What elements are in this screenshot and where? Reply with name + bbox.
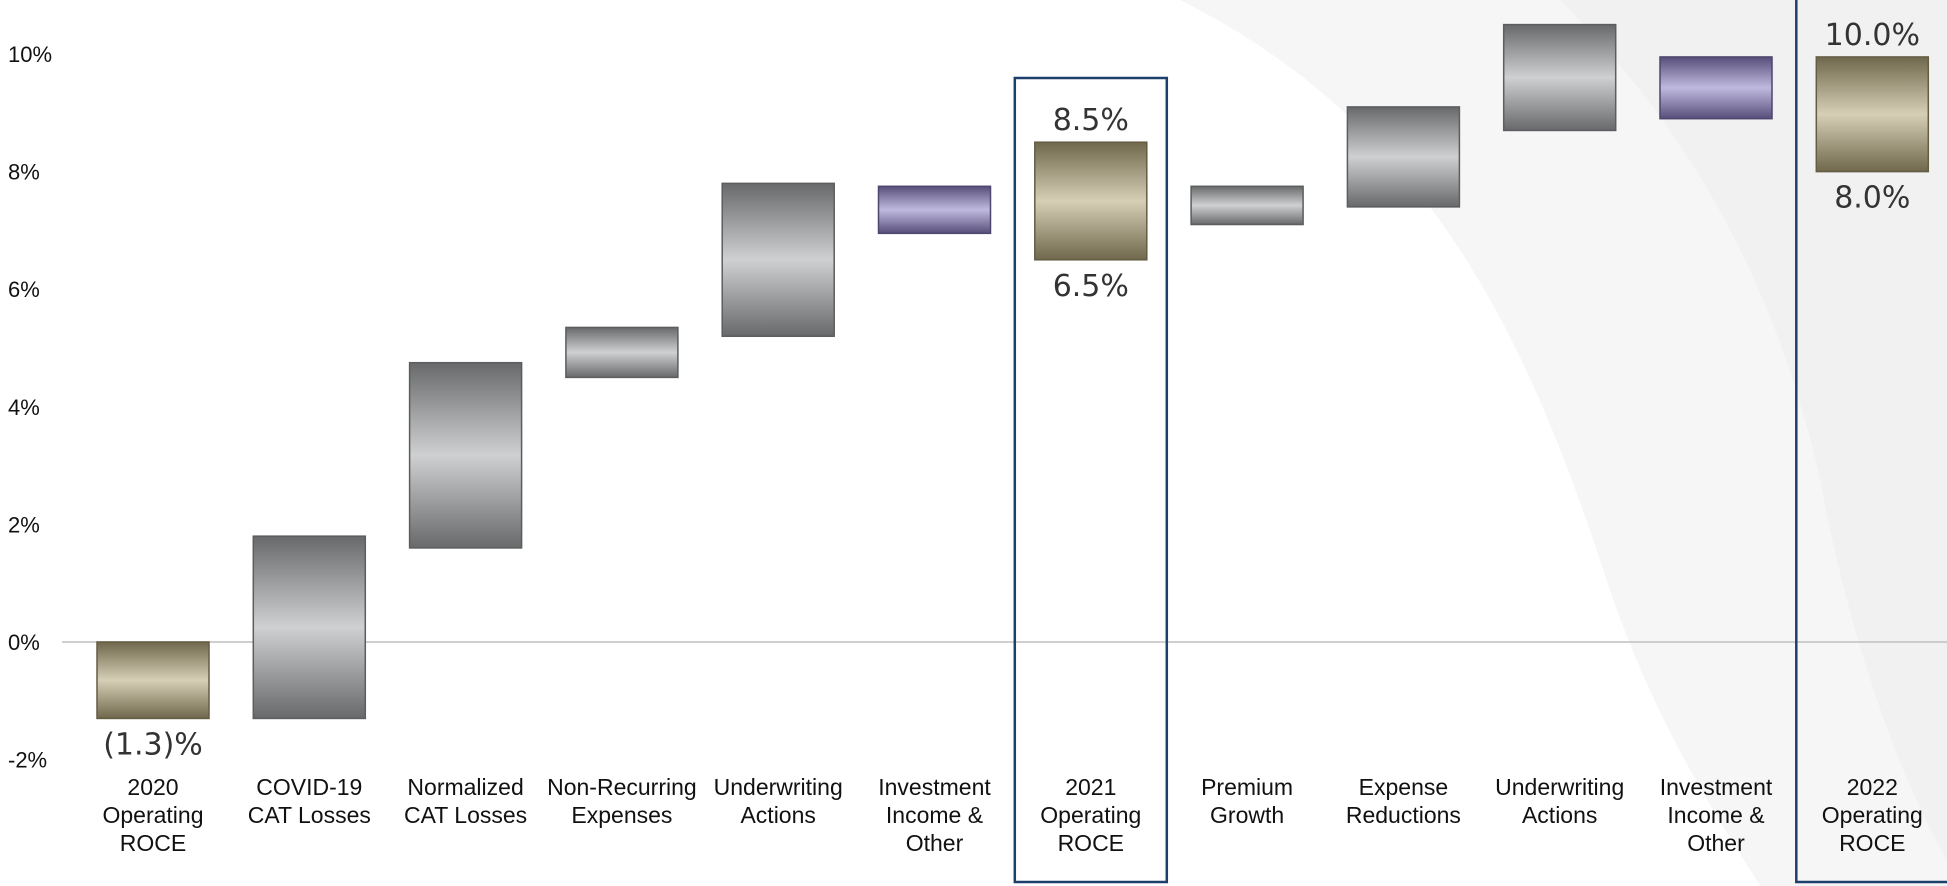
bar-change xyxy=(408,361,523,549)
data-label: 8.0% xyxy=(1834,181,1910,216)
x-category-label: Reductions xyxy=(1346,802,1461,828)
x-category-label: ROCE xyxy=(1058,830,1124,856)
x-category-label: Actions xyxy=(1522,802,1597,828)
y-tick-label: 4% xyxy=(8,395,40,420)
x-category-label: Normalized xyxy=(407,774,523,800)
x-category-label: Operating xyxy=(1822,802,1923,828)
bar-change xyxy=(721,182,835,337)
x-category-label: COVID-19 xyxy=(256,774,362,800)
x-category-label: ROCE xyxy=(120,830,186,856)
x-category-label: Income & xyxy=(1667,802,1764,828)
x-category-label: Expense xyxy=(1359,774,1449,800)
x-category-label: Non-Recurring xyxy=(547,774,697,800)
bar-total xyxy=(1034,141,1148,261)
x-category-label: CAT Losses xyxy=(404,802,527,828)
bar-change xyxy=(565,326,679,379)
x-category-label: Actions xyxy=(740,802,815,828)
data-label: 10.0% xyxy=(1825,18,1920,53)
x-category-label: Premium xyxy=(1201,774,1293,800)
x-category-label: ROCE xyxy=(1839,830,1905,856)
x-category-label: Operating xyxy=(102,802,203,828)
x-category-label: 2022 xyxy=(1847,774,1898,800)
bars xyxy=(96,23,1930,720)
y-tick-label: 8% xyxy=(8,160,40,185)
bar-change xyxy=(1190,185,1304,226)
x-category-label: Income & xyxy=(886,802,983,828)
bar-change xyxy=(1502,23,1617,132)
x-category-label: Other xyxy=(1687,830,1745,856)
y-tick-label: 0% xyxy=(8,630,40,655)
background-shape xyxy=(1560,0,1947,860)
bar-investment xyxy=(877,185,992,235)
y-tick-label: 10% xyxy=(8,42,52,67)
x-category-label: Operating xyxy=(1040,802,1141,828)
bar-investment xyxy=(1659,56,1773,120)
x-category-label: Investment xyxy=(1660,774,1773,800)
y-tick-label: 2% xyxy=(8,512,40,537)
x-category-label: Growth xyxy=(1210,802,1284,828)
background-swoosh xyxy=(1180,0,1947,886)
highlight-box xyxy=(1013,76,1169,884)
y-tick-label: 6% xyxy=(8,277,40,302)
x-category-label: Underwriting xyxy=(714,774,843,800)
bar-change xyxy=(1346,106,1461,208)
x-category-label: Other xyxy=(906,830,964,856)
bar-total xyxy=(96,641,210,720)
x-category-label: Investment xyxy=(878,774,991,800)
bar-total xyxy=(1815,56,1930,173)
x-category-label: 2020 xyxy=(127,774,178,800)
bar-change xyxy=(252,535,367,720)
x-category-label: Underwriting xyxy=(1495,774,1624,800)
highlight-box xyxy=(1795,0,1947,884)
data-label: 6.5% xyxy=(1053,269,1129,304)
data-label: 8.5% xyxy=(1053,103,1129,138)
data-labels: (1.3)% 8.5% 6.5% 10.0% 8.0% xyxy=(103,18,1920,763)
x-category-label: Expenses xyxy=(571,802,672,828)
highlight-boxes xyxy=(1013,0,1947,884)
data-label: (1.3)% xyxy=(103,727,203,762)
y-axis: -2% 0% 2% 4% 6% 8% 10% xyxy=(8,42,1947,773)
y-tick-label: -2% xyxy=(8,748,47,773)
x-category-label: 2021 xyxy=(1065,774,1116,800)
x-category-label: CAT Losses xyxy=(248,802,371,828)
